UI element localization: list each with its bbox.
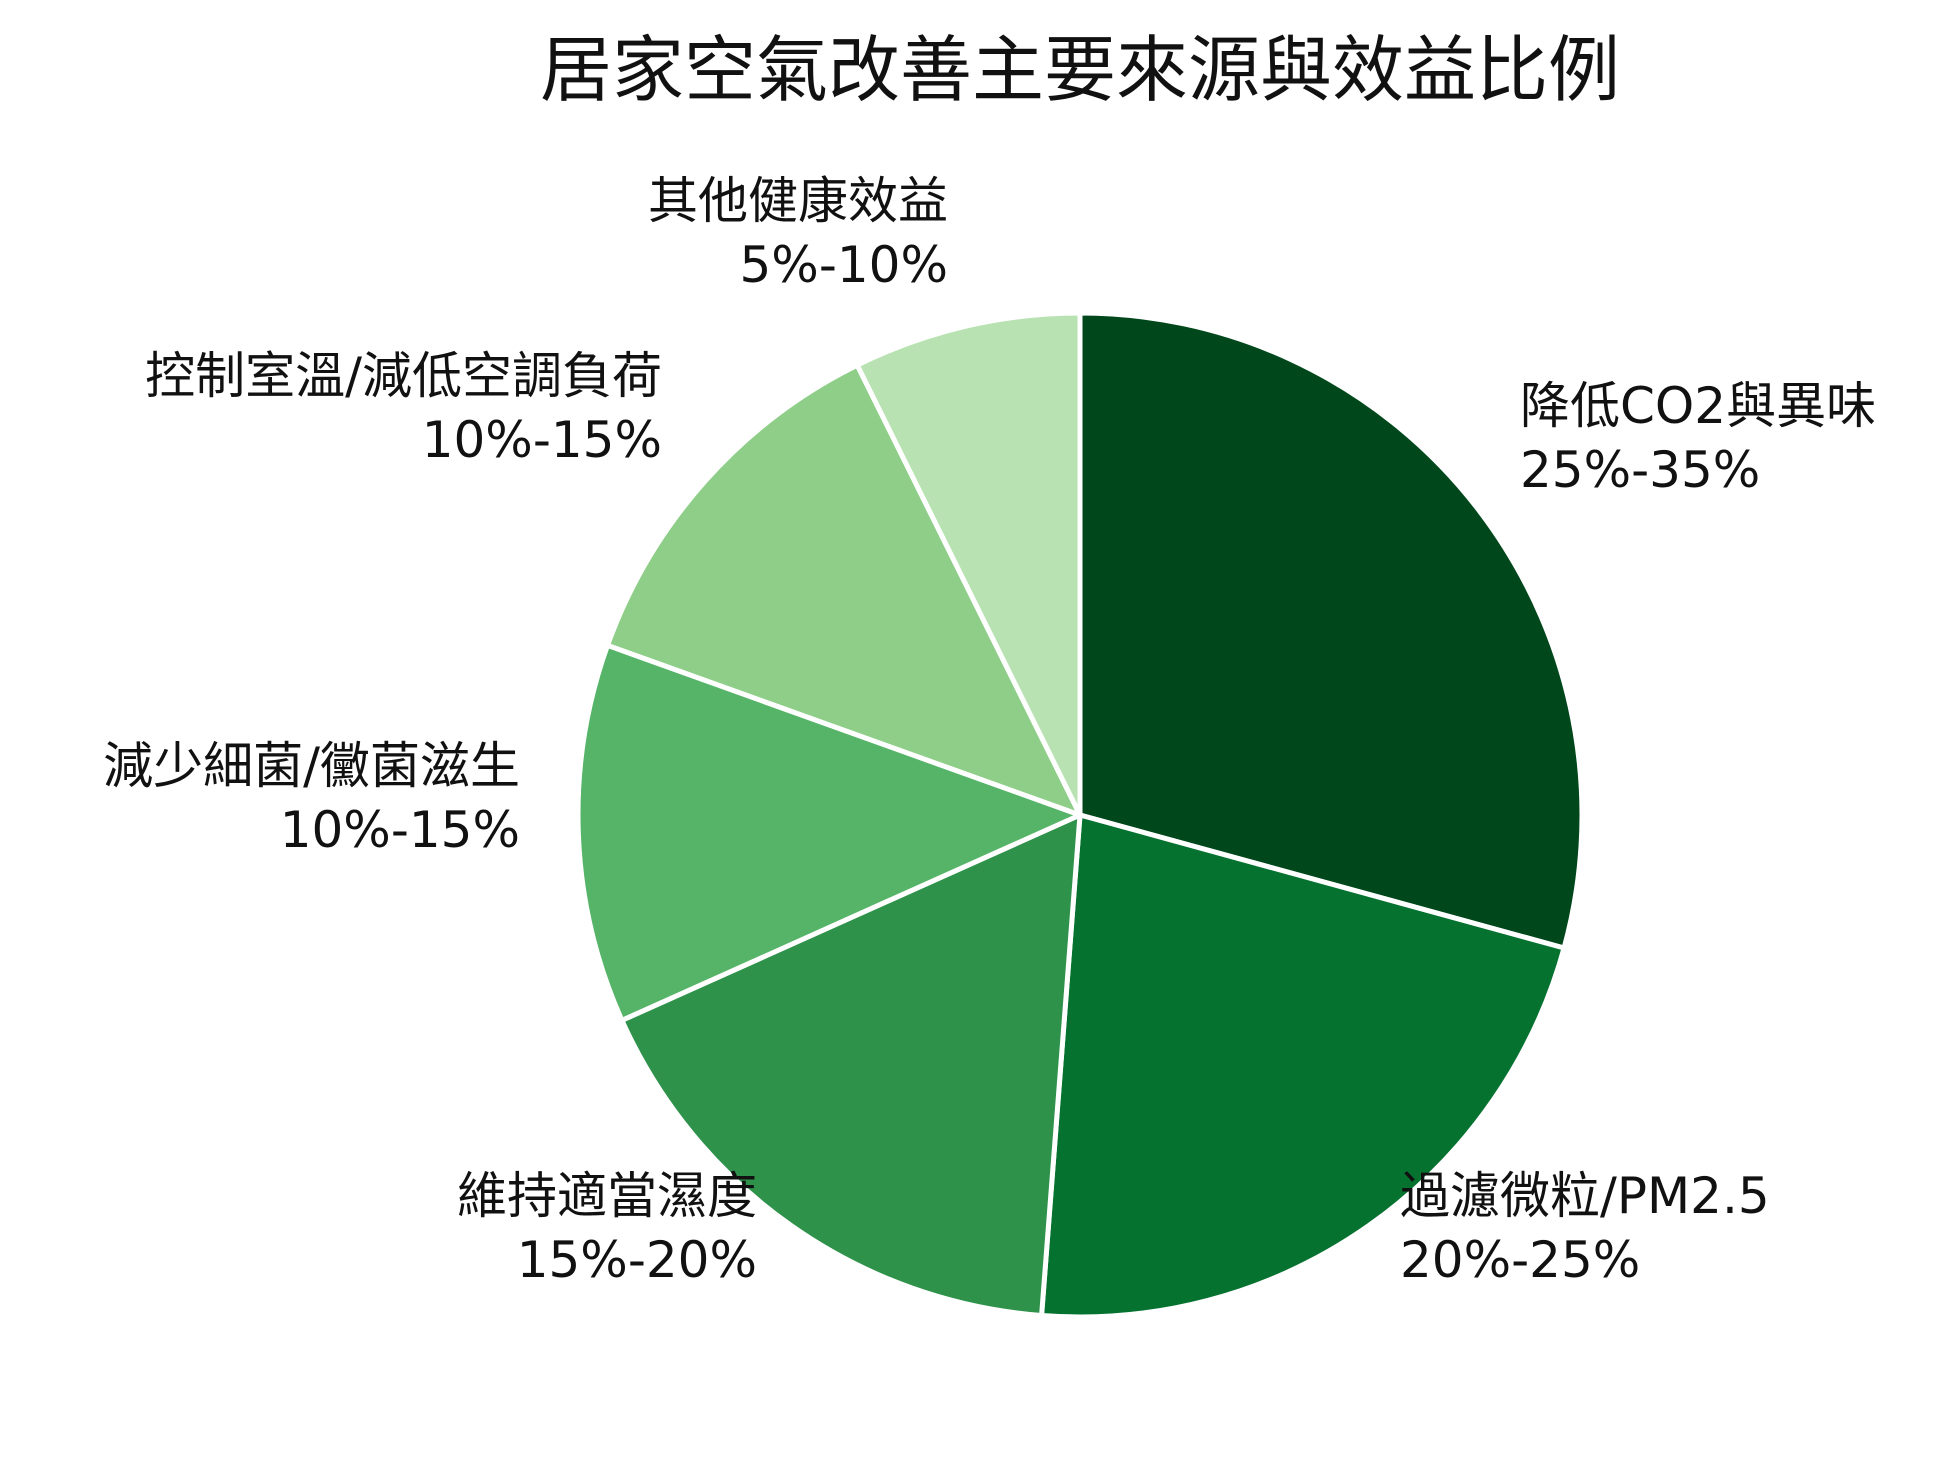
slice-range-label: 20%-25% — [1400, 1231, 1640, 1289]
slice-category-label: 其他健康效益 — [648, 172, 948, 230]
slice-label: 維持適當濕度 15%-20% — [457, 1167, 757, 1289]
pie-slice — [854, 310, 1083, 818]
pie-slice — [1039, 812, 1567, 1320]
slice-category-label: 維持適當濕度 — [457, 1167, 757, 1225]
slice-range-label: 10%-15% — [422, 411, 662, 469]
slice-label: 控制室溫/減低空調負荷 10%-15% — [145, 347, 662, 469]
slice-category-label: 減少細菌/黴菌滋生 — [103, 737, 520, 795]
pie-slice — [575, 642, 1083, 1023]
pie-slices — [575, 310, 1585, 1320]
slice-category-label: 降低CO2與異味 — [1520, 377, 1876, 435]
slice-label: 降低CO2與異味 25%-35% — [1520, 377, 1876, 499]
slice-label: 其他健康效益 5%-10% — [648, 172, 948, 294]
pie-slice — [619, 812, 1083, 1319]
slice-category-label: 控制室溫/減低空調負荷 — [145, 347, 662, 405]
pie-labels: 降低CO2與異味 25%-35% 過濾微粒/PM2.5 20%-25% 維持適當濕度 15… — [103, 172, 1876, 1289]
slice-label: 減少細菌/黴菌滋生 10%-15% — [103, 737, 520, 859]
slice-range-label: 25%-35% — [1520, 441, 1760, 499]
pie-slice — [605, 362, 1083, 818]
slice-label: 過濾微粒/PM2.5 20%-25% — [1400, 1167, 1770, 1289]
slice-range-label: 5%-10% — [740, 236, 949, 294]
slice-range-label: 10%-15% — [280, 801, 520, 859]
slice-range-label: 15%-20% — [517, 1231, 757, 1289]
pie-slice — [1077, 310, 1585, 951]
chart-title: 居家空氣改善主要來源與效益比例 — [540, 28, 1620, 112]
slice-category-label: 過濾微粒/PM2.5 — [1400, 1167, 1770, 1225]
